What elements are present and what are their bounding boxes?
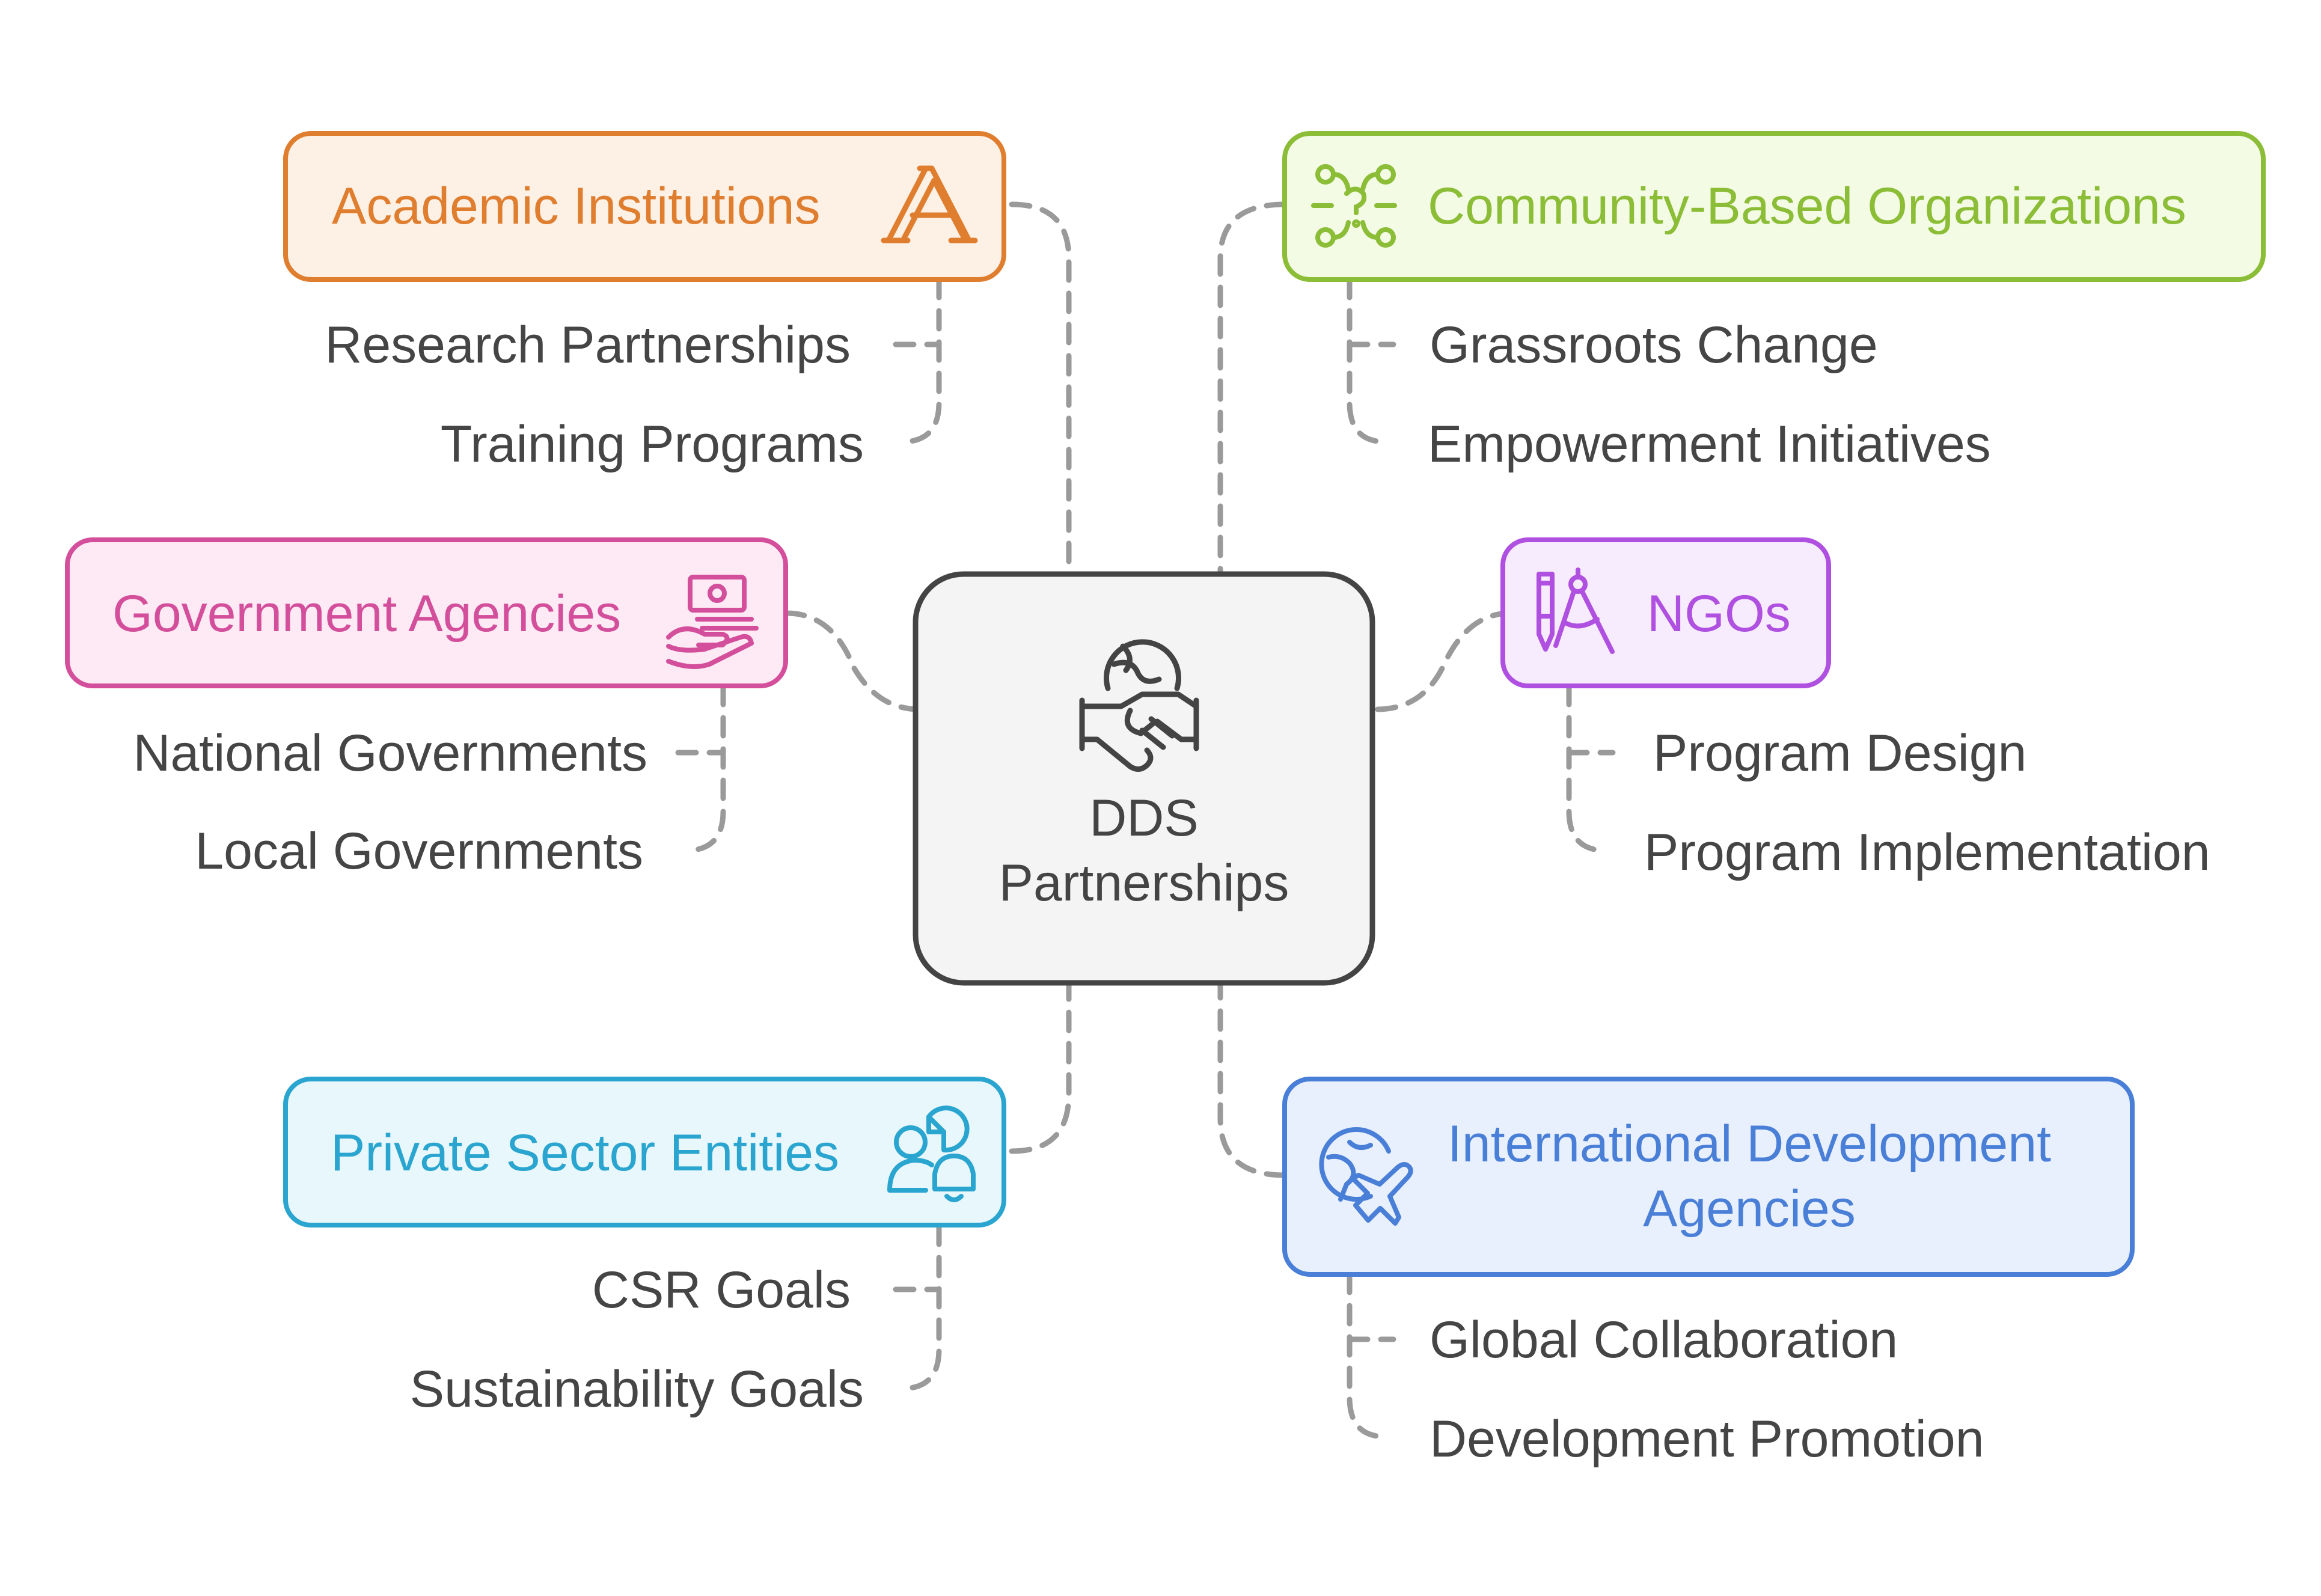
node-community: Community-Based Organizations (1282, 131, 2266, 282)
private-item-2: Sustainability Goals (410, 1360, 864, 1418)
connector-ngos (1374, 610, 1514, 712)
drafting-tools-icon (1537, 567, 1615, 654)
user-chart-bell-icon (887, 1105, 976, 1202)
connector-community (1217, 201, 1288, 579)
center-title-line1: DDS (1089, 789, 1199, 847)
sub-connector-international (1347, 1271, 1389, 1440)
academic-item-2: Training Programs (441, 415, 864, 473)
ngos-item-2: Program Implementation (1644, 824, 2210, 881)
international-item-1: Global Collaboration (1430, 1311, 1898, 1369)
sub-connector-government (682, 683, 726, 854)
academic-item-1: Research Partnerships (325, 316, 851, 374)
node-government: Government Agencies (65, 537, 788, 688)
government-label: Government Agencies (112, 585, 621, 643)
sub-connector-community (1347, 277, 1389, 445)
sub-connector-academic (899, 277, 942, 445)
connectors (675, 201, 1616, 1440)
center-node: DDS Partnerships (913, 571, 1375, 986)
community-label: Community-Based Organizations (1428, 177, 2186, 235)
sub-connector-ngos (1566, 683, 1609, 854)
international-item-2: Development Promotion (1430, 1410, 1984, 1468)
node-private: Private Sector Entities (283, 1077, 1006, 1228)
ngos-item-1: Program Design (1653, 724, 2026, 782)
connector-government (783, 610, 923, 712)
node-international: International Development Agencies (1282, 1077, 2135, 1277)
connector-private (1009, 980, 1072, 1154)
network-nodes-icon (1311, 164, 1397, 248)
connector-international (1217, 980, 1288, 1178)
money-hand-icon (666, 575, 759, 669)
handshake-globe-icon (1079, 639, 1199, 772)
ngos-label: NGOs (1647, 585, 1791, 643)
sub-connector-private (899, 1223, 942, 1392)
government-item-1: National Governments (133, 724, 647, 782)
international-label-line2: Agencies (1643, 1180, 1856, 1238)
node-ngos: NGOs (1500, 537, 1831, 688)
globe-plane-icon (1319, 1127, 1413, 1226)
private-label: Private Sector Entities (331, 1124, 839, 1182)
connector-academic (1009, 201, 1072, 579)
community-item-1: Grassroots Change (1430, 316, 1878, 374)
node-academic: Academic Institutions (283, 131, 1006, 282)
international-label-line1: International Development (1448, 1115, 2051, 1173)
center-title-line2: Partnerships (999, 854, 1289, 912)
community-item-2: Empowerment Initiatives (1428, 415, 1991, 473)
letter-a-icon (881, 165, 978, 243)
government-item-2: Local Governments (195, 822, 643, 880)
private-item-1: CSR Goals (592, 1261, 851, 1319)
academic-label: Academic Institutions (332, 177, 821, 235)
